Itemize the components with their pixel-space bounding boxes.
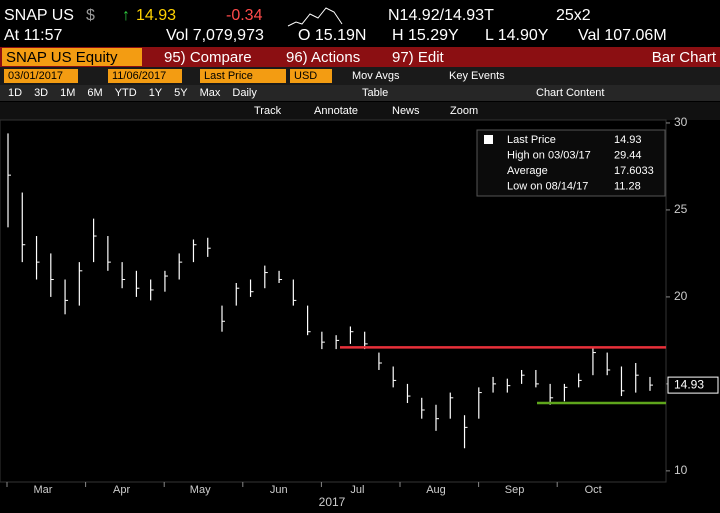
legend-swatch [484,135,493,144]
period-button[interactable]: 1D [8,87,22,99]
table[interactable]: Table [362,87,388,99]
legend-name: Last Price [507,134,556,146]
legend-box [476,129,666,197]
x-tick-label: Sep [505,484,525,496]
actions[interactable]: 96) Actions [286,49,360,66]
value: Val 107.06M [578,27,667,44]
period-button[interactable]: YTD [115,87,137,99]
y-tick-label: 30 [674,115,688,129]
frequency[interactable]: Daily [232,87,257,99]
plot: 1015202530MarAprMayJunJulAugSepOct14.93 [6,115,719,496]
legend: Last Price 14.93 High on 03/03/17 29.44 Aver… [484,134,654,192]
security-box[interactable] [2,48,142,66]
last-price-tag [667,376,719,394]
end-box[interactable] [108,69,182,83]
tool[interactable]: Zoom [450,105,478,117]
legend-value: 14.93 [614,134,642,146]
legend-value: 11.28 [614,180,641,192]
legend-value: 17.6033 [614,165,654,177]
tool[interactable]: News [392,105,420,117]
x-tick-label: Mar [34,484,53,496]
y-tick-label: 10 [674,463,688,477]
ccy-box[interactable] [290,69,332,83]
up-arrow: ↑ [122,7,130,24]
x-tick-label: Jun [270,484,288,496]
ticker: SNAP US [4,7,74,24]
start-date[interactable]: 03/01/2017 [8,70,63,82]
time: At 11:57 [4,27,63,44]
header-bg [0,0,720,47]
x-tick-label: Jul [350,484,364,496]
legend-value: 29.44 [614,149,642,161]
x-tick-label: Oct [585,484,602,496]
period-button[interactable]: 1Y [149,87,163,99]
tools: Track Annotate News Zoom [254,105,478,117]
size: 25x2 [556,7,591,24]
period-bar [0,85,720,101]
high: H 15.29Y [392,27,459,44]
view: Bar Chart [652,49,717,66]
tools-bar [0,102,720,120]
low: L 14.90Y [485,27,549,44]
tool[interactable]: Annotate [314,105,358,117]
legend-name: High on 03/03/17 [507,149,591,161]
period-button[interactable]: Max [200,87,221,99]
x-tick-label: Aug [426,484,446,496]
price: 14.93 [136,7,176,24]
period-button[interactable]: 6M [87,87,102,99]
period-button[interactable]: 5Y [174,87,188,99]
periods: 1D 3D 1M 6M YTD 1Y 5Y Max Daily [8,87,257,99]
start-box[interactable] [4,69,78,83]
x-tick-label: Apr [113,484,130,496]
end-date[interactable]: 11/06/2017 [112,70,166,82]
key-events[interactable]: Key Events [449,70,505,82]
period-button[interactable]: 1M [60,87,75,99]
currency: $ [86,7,95,24]
edit[interactable]: 97) Edit [392,49,445,66]
ccy[interactable]: USD [294,70,317,82]
legend-name: Low on 08/14/17 [507,180,588,192]
year-label: 2017 [319,495,346,509]
field-box[interactable] [200,69,286,83]
security[interactable]: SNAP US Equity [6,49,118,66]
tool[interactable]: Track [254,105,282,117]
volume: Vol 7,079,973 [166,27,264,44]
last-price-label: 14.93 [674,377,704,391]
sparkline [287,7,343,27]
mov-avgs[interactable]: Mov Avgs [352,70,400,82]
period-button[interactable]: 3D [34,87,48,99]
y-tick-label: 20 [674,289,688,303]
chart-content[interactable]: Chart Content [536,87,604,99]
y-tick-label: 25 [674,202,688,216]
open: O 15.19N [298,27,366,44]
field[interactable]: Last Price [204,70,253,82]
x-tick-label: May [190,484,211,496]
legend-name: Average [507,165,548,177]
change: -0.34 [226,7,263,24]
quote: N14.92/14.93T [388,7,494,24]
compare[interactable]: 95) Compare [164,49,252,66]
menu-bar [0,47,720,67]
